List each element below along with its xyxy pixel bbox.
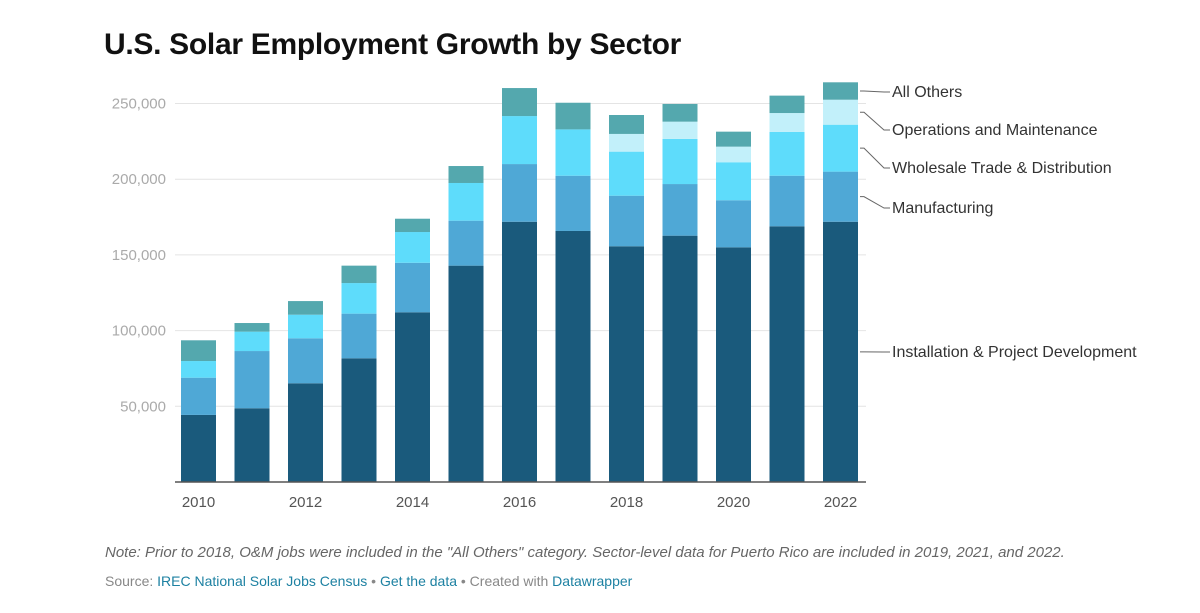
x-tick-label: 2016 — [503, 494, 536, 511]
bar-segment — [769, 226, 805, 482]
bar-segment — [181, 340, 216, 362]
bar-segment — [181, 414, 216, 482]
x-tick-label: 2012 — [289, 494, 322, 511]
bar-segment — [502, 221, 537, 482]
y-tick-label: 250,000 — [112, 96, 166, 113]
bar-segment — [609, 133, 644, 152]
bar-segment — [448, 166, 484, 183]
legend-label: Wholesale Trade & Distribution — [892, 160, 1112, 177]
bar-segment — [823, 221, 858, 482]
bar-segment — [609, 195, 644, 247]
bar-segment — [234, 351, 270, 409]
bar-segment — [662, 121, 698, 139]
y-tick-label: 200,000 — [112, 171, 166, 188]
bar-segment — [555, 230, 591, 482]
legend-leader-line — [860, 90, 890, 93]
legend-leader-line — [860, 196, 890, 209]
bar-segment — [609, 151, 644, 196]
bar-segment — [823, 171, 858, 222]
x-tick-label: 2014 — [396, 494, 429, 511]
legend-leader-line — [860, 147, 890, 169]
y-tick-label: 50,000 — [120, 398, 166, 415]
bar-segment — [555, 175, 591, 231]
bar-segment — [662, 138, 698, 185]
x-tick-label: 2020 — [717, 494, 750, 511]
x-tick-label: 2018 — [610, 494, 643, 511]
separator: • — [367, 573, 380, 589]
bar-segment — [555, 102, 591, 130]
bar-segment — [341, 265, 377, 284]
bar-segment — [288, 338, 323, 384]
bar-segment — [769, 113, 805, 132]
bar-segment — [234, 408, 270, 482]
bar-segment — [234, 323, 270, 332]
legend-label: Manufacturing — [892, 200, 993, 217]
bar-segment — [341, 358, 377, 482]
bar-segment — [662, 103, 698, 122]
legend-label: Installation & Project Development — [892, 344, 1137, 361]
bar-segment — [769, 95, 805, 114]
datawrapper-link[interactable]: Datawrapper — [552, 573, 633, 589]
bar-segment — [716, 131, 751, 147]
bar-segment — [288, 301, 323, 315]
chart-title: U.S. Solar Employment Growth by Sector — [104, 28, 682, 61]
bar-segment — [395, 262, 430, 313]
bar-segment — [234, 331, 270, 352]
bar-segment — [502, 116, 537, 165]
bar-segment — [716, 247, 751, 482]
bar-segment — [769, 175, 805, 227]
bar-segment — [181, 361, 216, 378]
get-data-link[interactable]: Get the data — [379, 573, 457, 589]
legend-label: Operations and Maintenance — [892, 122, 1098, 139]
bar-segment — [341, 283, 377, 314]
source-line: Source: IREC National Solar Jobs Census … — [105, 573, 632, 589]
legend-leader-line — [860, 111, 890, 131]
bar-segment — [448, 220, 484, 266]
bar-segment — [341, 313, 377, 359]
bar-segment — [823, 124, 858, 172]
x-tick-label: 2010 — [182, 494, 215, 511]
bar-segment — [502, 88, 537, 117]
legend-label: All Others — [892, 84, 962, 101]
bar-segment — [662, 235, 698, 482]
created-with-text: • Created with — [457, 573, 553, 589]
stacked-bar-chart: 50,000 100,000 150,000 200,000 250,000 2010 20… — [112, 82, 1137, 511]
y-tick-label: 150,000 — [112, 247, 166, 264]
bar-segment — [662, 184, 698, 236]
source-prefix: Source: — [105, 573, 158, 589]
bar-segment — [181, 377, 216, 415]
bar-segment — [395, 312, 430, 482]
source-link[interactable]: IREC National Solar Jobs Census — [157, 573, 368, 589]
y-tick-label: 100,000 — [112, 323, 166, 340]
bar-segment — [769, 131, 805, 176]
bar-segment — [609, 115, 644, 134]
bar-segment — [288, 383, 323, 482]
bar-segment — [395, 218, 430, 233]
bar-segment — [823, 82, 858, 100]
bar-segment — [823, 99, 858, 125]
bar-segment — [609, 246, 644, 482]
bar-segment — [716, 200, 751, 248]
bar-segment — [448, 265, 484, 482]
bar-segment — [716, 146, 751, 163]
bar-segment — [448, 182, 484, 221]
x-tick-label: 2022 — [824, 494, 857, 511]
bar-segment — [555, 129, 591, 176]
bar-segment — [502, 164, 537, 222]
bar-segment — [288, 314, 323, 339]
bar-segment — [395, 232, 430, 263]
chart-note: Note: Prior to 2018, O&M jobs were inclu… — [105, 544, 1065, 561]
bar-segment — [716, 162, 751, 201]
